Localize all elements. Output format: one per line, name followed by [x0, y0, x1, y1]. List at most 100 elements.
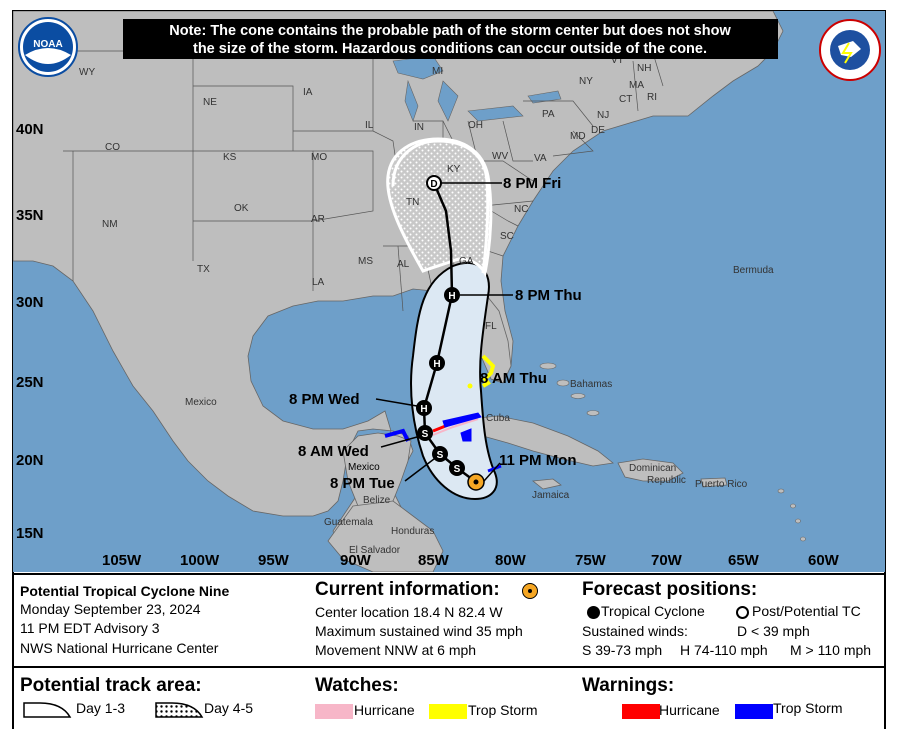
- jamaica: [531, 478, 562, 490]
- svg-text:OK: OK: [234, 203, 249, 214]
- svg-text:WV: WV: [492, 151, 508, 162]
- lon-60w: 60W: [808, 552, 840, 569]
- svg-text:NOAA: NOAA: [33, 39, 62, 50]
- post-tc-label: Post/Potential TC: [752, 603, 861, 619]
- label-8pm-fri: 8 PM Fri: [503, 175, 561, 192]
- svg-text:IL: IL: [365, 120, 374, 131]
- svg-text:DE: DE: [591, 125, 605, 136]
- note-banner: [123, 19, 778, 59]
- bahamas-islands: [539, 362, 600, 416]
- svg-text:MD: MD: [570, 131, 586, 142]
- svg-text:Jamaica: Jamaica: [532, 490, 570, 501]
- svg-text:Guatemala: Guatemala: [324, 517, 373, 528]
- marker-8pm-fri: D: [426, 175, 442, 191]
- svg-text:LA: LA: [312, 277, 325, 288]
- svg-text:MI: MI: [432, 66, 443, 77]
- cuba: [442, 415, 614, 467]
- tc-label: Tropical Cyclone: [601, 603, 705, 619]
- lat-40n: 40N: [16, 121, 44, 138]
- svg-text:Dominican: Dominican: [629, 463, 676, 474]
- svg-text:IA: IA: [303, 87, 313, 98]
- svg-text:CO: CO: [105, 142, 120, 153]
- svg-text:H: H: [420, 404, 427, 415]
- label-8pm-wed: 8 PM Wed: [289, 391, 360, 408]
- label-11pm-mon: 11 PM Mon: [499, 452, 577, 469]
- state-labels: WY NE IA MI IL IN OH PA NY NH VT MA CT R…: [79, 55, 657, 332]
- svg-text:H: H: [448, 291, 455, 302]
- label-8pm-thu: 8 PM Thu: [515, 287, 582, 304]
- yucatan: [342, 432, 412, 512]
- hispaniola: [617, 458, 684, 482]
- marker-8am-thu: H: [429, 355, 445, 371]
- great-lakes: [392, 55, 562, 122]
- lon-70w: 70W: [651, 552, 683, 569]
- movement: Movement NNW at 6 mph: [315, 642, 477, 658]
- lon-90w: 90W: [340, 552, 372, 569]
- lon-80w: 80W: [495, 552, 527, 569]
- storm-name: Potential Tropical Cyclone Nine: [20, 583, 230, 599]
- current-position-icon: [522, 583, 538, 599]
- svg-text:AL: AL: [397, 259, 410, 270]
- svg-text:Mexico: Mexico: [348, 462, 380, 473]
- hurricane-watch-swatch: [315, 704, 353, 719]
- svg-text:MA: MA: [629, 80, 644, 91]
- nws-logo: [819, 19, 881, 81]
- svg-text:OH: OH: [468, 120, 483, 131]
- marker-8am-wed: S: [417, 425, 433, 441]
- watches-title: Watches:: [315, 675, 399, 696]
- ts-watch-swatch: [429, 704, 467, 719]
- advisory-number: 11 PM EDT Advisory 3: [20, 620, 160, 636]
- forecast-markers: D H H H S S S: [416, 175, 485, 491]
- hurricane-warning-label: Hurricane: [659, 702, 720, 718]
- warnings-title: Warnings:: [582, 675, 675, 696]
- forecast-map: 40N 35N 30N 25N 20N 15N 105W 100W 95W 90…: [13, 11, 885, 572]
- lat-15n: 15N: [16, 525, 44, 542]
- svg-text:S: S: [422, 429, 429, 440]
- svg-text:El Salvador: El Salvador: [349, 545, 401, 556]
- place-labels: Mexico Bermuda Bahamas Cuba Jamaica Domi…: [185, 265, 774, 556]
- day-1-3-label: Day 1-3: [76, 700, 126, 716]
- storm-date: Monday September 23, 2024: [20, 601, 201, 617]
- svg-text:RI: RI: [647, 92, 657, 103]
- puerto-rico: [700, 477, 728, 488]
- lon-95w: 95W: [258, 552, 290, 569]
- svg-text:NH: NH: [637, 63, 651, 74]
- day-1-3-swatch: [23, 702, 72, 718]
- svg-text:H: H: [433, 359, 440, 370]
- marker-8pm-tue: S: [432, 446, 448, 462]
- label-8pm-tue: 8 PM Tue: [330, 475, 395, 492]
- sustained-winds-label: Sustained winds:: [582, 623, 688, 639]
- hurricane-watch-label: Hurricane: [354, 702, 415, 718]
- svg-text:AR: AR: [311, 214, 325, 225]
- lon-65w: 65W: [728, 552, 760, 569]
- ts-warning-label: Trop Storm: [773, 700, 843, 716]
- lat-20n: 20N: [16, 452, 44, 469]
- svg-text:KY: KY: [447, 164, 461, 175]
- svg-text:GA: GA: [459, 256, 474, 267]
- svg-text:Bahamas: Bahamas: [570, 379, 612, 390]
- svg-text:NM: NM: [102, 219, 118, 230]
- svg-text:TN: TN: [406, 197, 419, 208]
- forecast-track: [422, 182, 477, 484]
- divider: [14, 666, 884, 668]
- marker-8pm-thu: H: [444, 287, 460, 303]
- label-8am-wed: 8 AM Wed: [298, 443, 369, 460]
- svg-text:Puerto Rico: Puerto Rico: [695, 479, 748, 490]
- day-4-5-swatch: [155, 702, 204, 718]
- note-line-1: Note: The cone contains the probable pat…: [169, 23, 731, 39]
- category-d: D < 39 mph: [737, 623, 810, 639]
- central-america: [327, 500, 444, 572]
- marker-8am-tue: S: [449, 460, 465, 476]
- svg-text:D: D: [430, 179, 437, 190]
- svg-text:Belize: Belize: [363, 495, 391, 506]
- max-wind: Maximum sustained wind 35 mph: [315, 623, 523, 639]
- center-location: Center location 18.4 N 82.4 W: [315, 604, 503, 620]
- category-m: M > 110 mph: [790, 642, 872, 658]
- category-h: H 74-110 mph: [680, 642, 768, 658]
- svg-text:PA: PA: [542, 109, 555, 120]
- svg-text:S: S: [437, 450, 444, 461]
- svg-text:S: S: [454, 464, 461, 475]
- tropical-cyclone-icon: [587, 606, 600, 619]
- svg-text:Mexico: Mexico: [185, 397, 217, 408]
- svg-text:NC: NC: [514, 204, 528, 215]
